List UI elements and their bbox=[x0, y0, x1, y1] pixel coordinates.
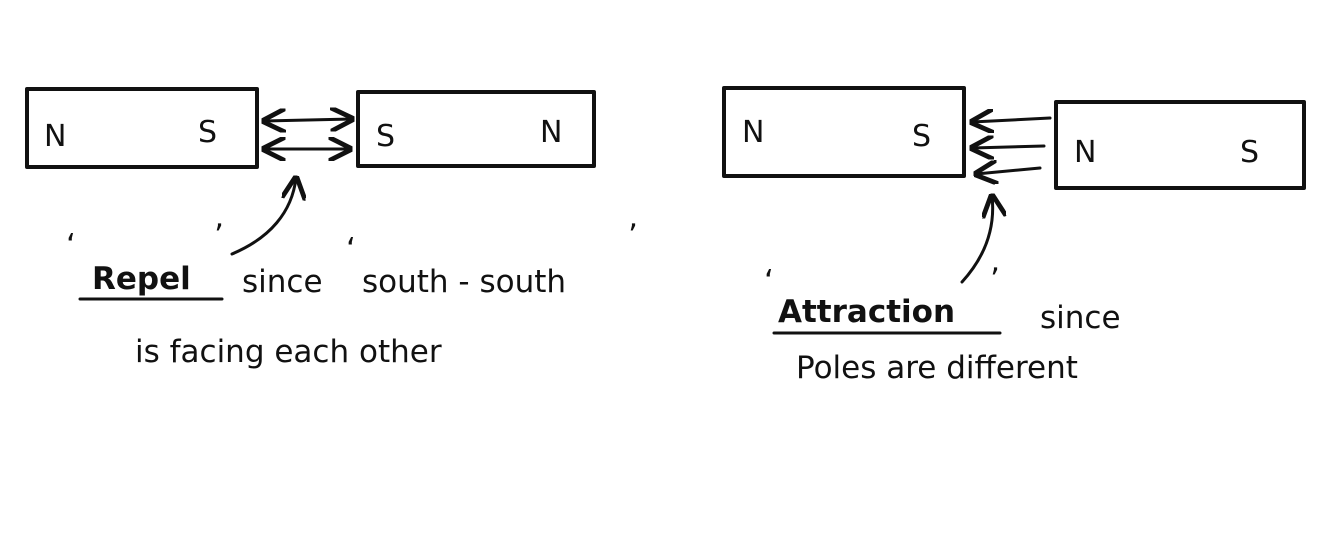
attraction-left-magnet-pole-s: S bbox=[912, 119, 931, 154]
attraction-caption-since: since bbox=[1040, 300, 1121, 336]
attraction-pointer-arrow bbox=[960, 196, 993, 284]
repel-quote-open-2: ‘ bbox=[346, 232, 356, 268]
attraction-left-magnet bbox=[722, 86, 966, 178]
repel-caption-since: since bbox=[242, 264, 323, 300]
repel-right-magnet-pole-n: N bbox=[540, 115, 562, 150]
repel-quote-close-2: ’ bbox=[628, 218, 638, 254]
attraction-close-quote: ’ bbox=[990, 262, 1000, 298]
repel-left-magnet bbox=[25, 87, 259, 169]
repel-right-magnet-pole-s: S bbox=[376, 119, 395, 154]
repel-left-magnet-pole-n: N bbox=[44, 119, 66, 154]
attraction-open-quote: ‘ bbox=[764, 264, 774, 300]
repel-close-quote: ’ bbox=[214, 218, 224, 254]
attraction-caption-line2: Poles are different bbox=[796, 350, 1078, 386]
repel-keyword: Repel bbox=[92, 261, 191, 297]
attraction-left-magnet-pole-n: N bbox=[742, 115, 764, 150]
attraction-arrow-3 bbox=[976, 168, 1042, 174]
repel-double-arrow-top bbox=[264, 119, 352, 121]
attraction-group: N S N S ‘ Attraction ’ since Poles are d… bbox=[722, 86, 1306, 386]
attraction-arrow-1 bbox=[972, 118, 1052, 122]
repel-left-magnet-pole-s: S bbox=[198, 115, 217, 150]
repel-open-quote: ‘ bbox=[66, 228, 76, 264]
attraction-right-magnet bbox=[1054, 100, 1306, 190]
attraction-arrow-2 bbox=[972, 146, 1046, 148]
repel-group: N S S N ‘ Repel ’ since ‘ south - south … bbox=[25, 87, 638, 370]
attraction-keyword: Attraction bbox=[778, 294, 955, 330]
repel-right-magnet bbox=[356, 90, 596, 168]
repel-caption-line2: is facing each other bbox=[135, 334, 442, 370]
attraction-right-magnet-pole-s: S bbox=[1240, 135, 1259, 170]
repel-caption-quoted: south - south bbox=[362, 264, 566, 300]
repel-pointer-arrow bbox=[230, 178, 296, 256]
attraction-right-magnet-pole-n: N bbox=[1074, 135, 1096, 170]
